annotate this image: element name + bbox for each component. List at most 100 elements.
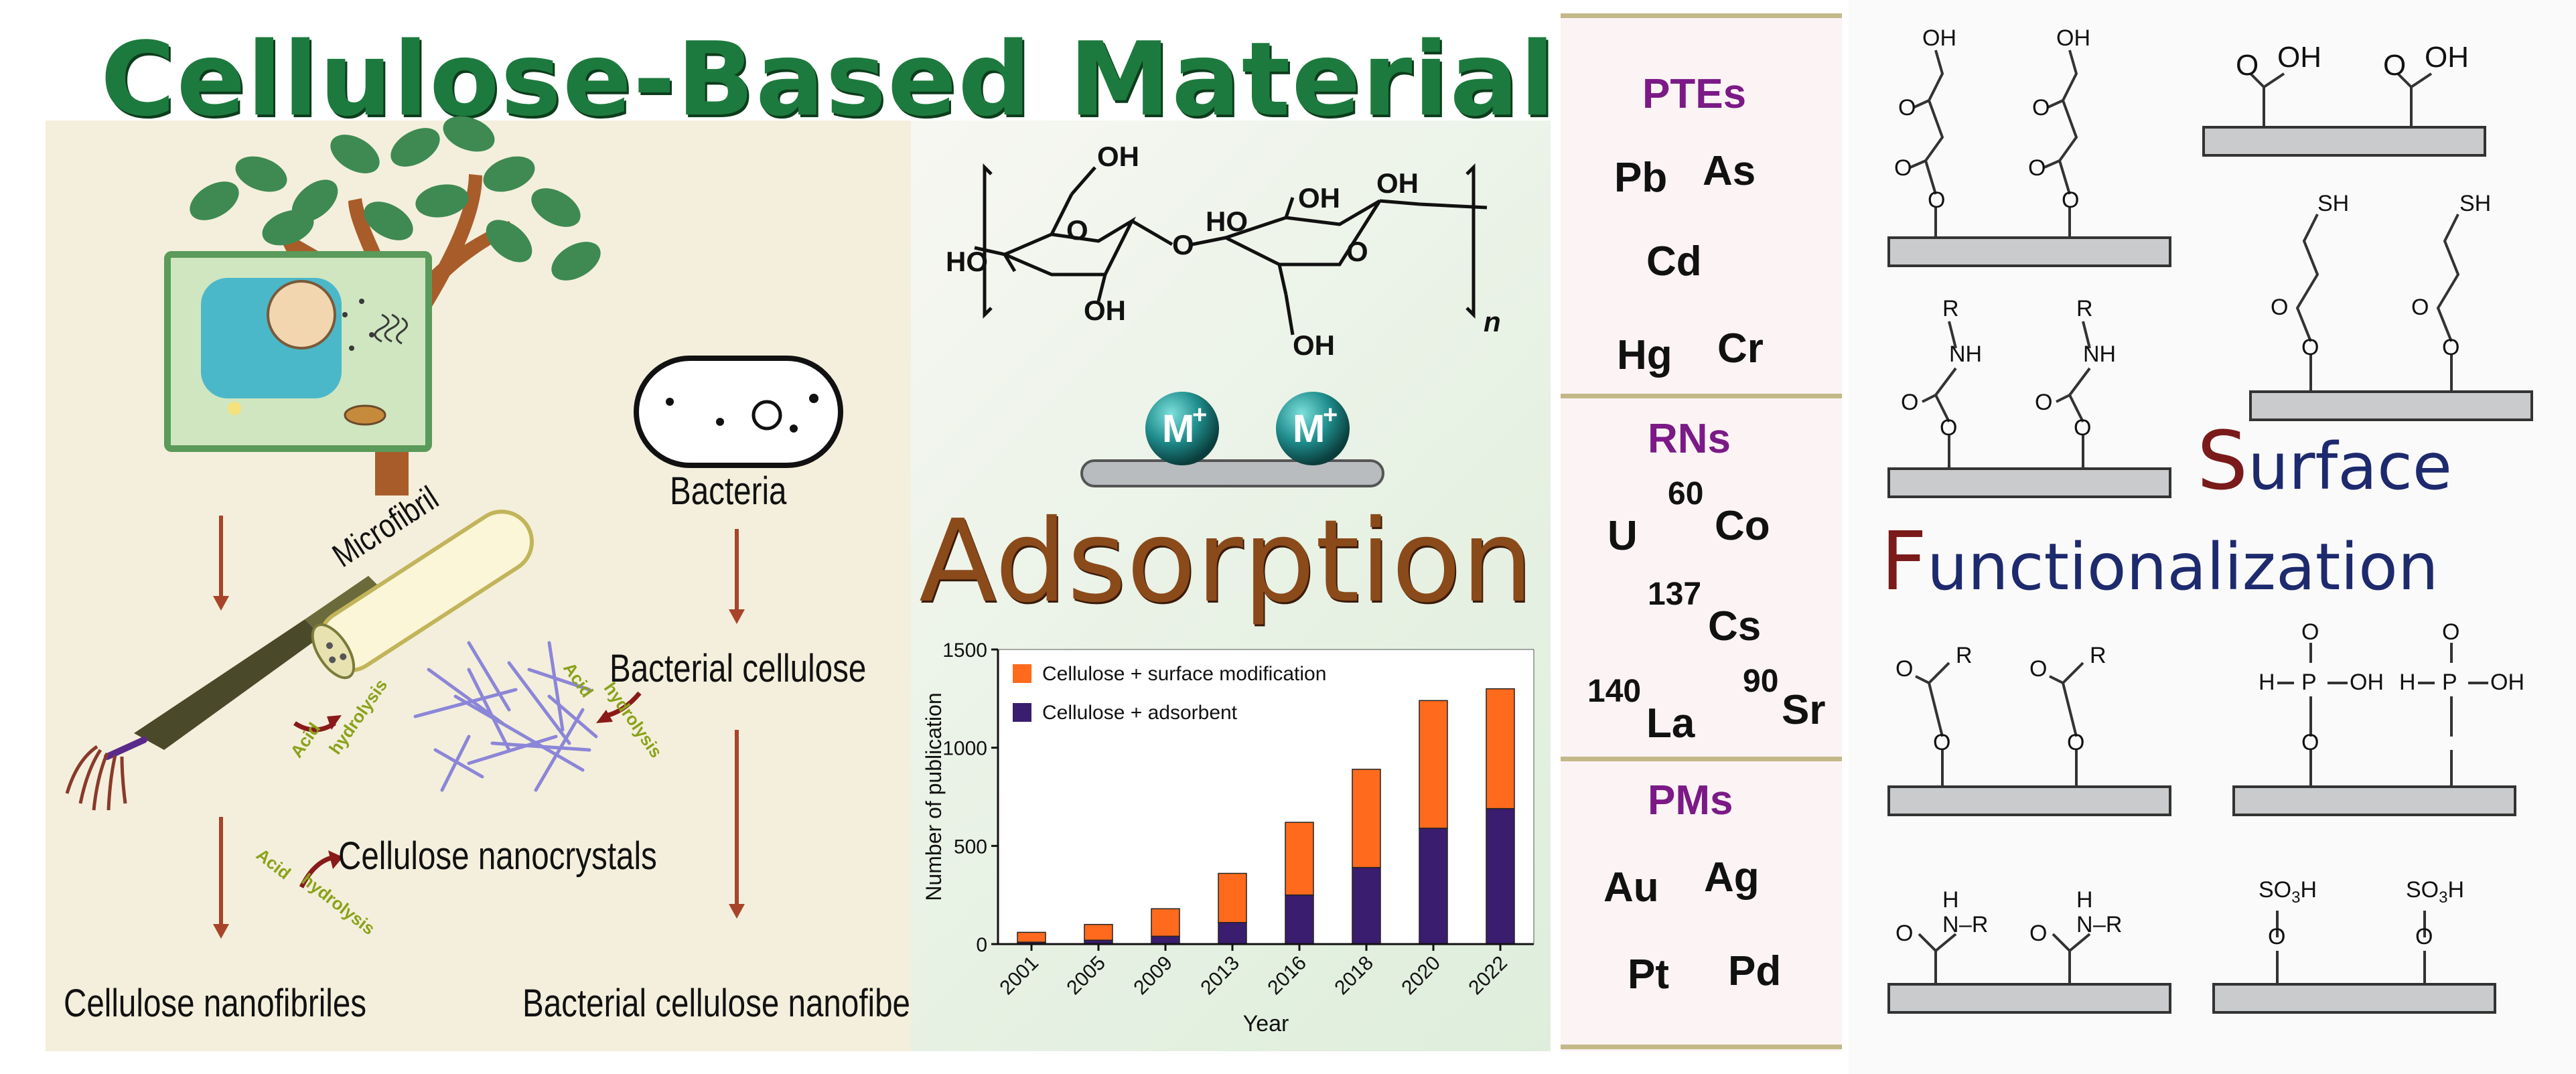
x-tick-label: 2001 — [995, 952, 1043, 1000]
plant-cell-illustration — [164, 251, 432, 452]
bar-adsorbent — [1151, 935, 1180, 945]
legend-label: Cellulose + surface modification — [1042, 663, 1326, 685]
flow-arrows — [213, 516, 745, 939]
isotope-mass-cs: 137 — [1648, 577, 1702, 612]
illustration — [65, 116, 843, 939]
legend-label: Cellulose + adsorbent — [1042, 702, 1238, 724]
atom-label: O — [2442, 335, 2459, 360]
x-tick-label: 2009 — [1129, 952, 1177, 1000]
atom-label: N — [2076, 912, 2093, 937]
element-pt: Pt — [1628, 951, 1669, 998]
x-tick-label: 2016 — [1263, 952, 1311, 1000]
atom-label: SH — [2317, 191, 2349, 216]
atom-label: SO3H — [2259, 877, 2317, 907]
element-ag: Ag — [1704, 854, 1760, 901]
repeat-unit-n: n — [1484, 306, 1501, 337]
cellulose-nanofibriles-label: Cellulose nanofibriles — [64, 982, 367, 1025]
structure-atom-label: HO — [1206, 206, 1248, 237]
bar-adsorbent — [1419, 828, 1448, 945]
chart-y-axis-label: Number of publication — [922, 692, 946, 901]
atom-label: H — [2076, 887, 2093, 913]
atom-label: O — [1895, 656, 1913, 682]
atom-label: O — [2074, 415, 2091, 441]
bacteria-label: Bacteria — [670, 469, 787, 513]
element-cd: Cd — [1646, 238, 1702, 285]
atom-label: O — [2271, 295, 2288, 320]
bacterium-illustration — [634, 356, 843, 468]
bar-surface-modification — [1017, 931, 1046, 943]
isotope-mass-la: 140 — [1587, 674, 1642, 709]
surface-functionalization-panel: OH O O O OH O O O O OH O OH SH SH O O O … — [1849, 0, 2576, 1074]
pm-heading: PMs — [1648, 777, 1733, 824]
element-cs: Cs — [1708, 603, 1762, 649]
bar-surface-modification — [1486, 688, 1515, 810]
atom-label: NH — [1949, 341, 1982, 367]
atom-label: NH — [2083, 341, 2116, 367]
atom-label: H — [2259, 670, 2275, 695]
structure-atom-label: OH — [1097, 141, 1139, 172]
atom-label: O — [2062, 187, 2079, 213]
y-tick-label: 0 — [976, 934, 987, 956]
atom-label: O — [1928, 187, 1945, 213]
chart-plot-area — [998, 649, 1534, 944]
atom-label: O — [2035, 390, 2052, 415]
atom-label: O — [2411, 295, 2429, 320]
atom-label: OH — [2056, 25, 2090, 51]
divider — [1561, 13, 1842, 18]
structure-atom-label: OH — [1084, 295, 1126, 326]
bar-surface-modification — [1084, 923, 1113, 941]
atom-label: O — [1894, 155, 1912, 181]
structure-atom-label: OH — [1376, 167, 1419, 199]
legend-swatch — [1013, 703, 1031, 722]
structure-atom-label: O — [1172, 229, 1194, 260]
structure-atom-label: O — [1346, 236, 1368, 267]
atom-label: R — [1956, 643, 1973, 668]
divider — [1561, 757, 1842, 761]
atom-label: H — [2399, 670, 2416, 695]
bacterial-cellulose-nanofibers-label: Bacterial cellulose nanofibers — [522, 982, 937, 1025]
cellulose-structure: OH HO OH O O OH HO OH O OH n — [946, 141, 1501, 361]
atom-label: O — [2301, 730, 2319, 755]
atom-label: OH — [2350, 670, 2384, 695]
bar-adsorbent — [1285, 894, 1314, 945]
atom-label: R — [2090, 643, 2106, 668]
chart-x-axis-label: Year — [1243, 1011, 1289, 1037]
metal-ion-label: M — [1293, 407, 1325, 451]
structure-atom-label: OH — [1298, 182, 1340, 214]
element-la: La — [1646, 700, 1695, 747]
atom-label: O — [2236, 49, 2259, 82]
x-tick-label: 2018 — [1330, 952, 1378, 1000]
element-pd: Pd — [1728, 948, 1782, 994]
metal-ion-charge: + — [1323, 401, 1338, 429]
element-sr: Sr — [1782, 687, 1826, 733]
publication-chart: Number of publication Year 0 500 1000 1500 2… — [922, 639, 1534, 1037]
atom-label: O — [2067, 730, 2084, 755]
atom-label: SO3H — [2406, 877, 2464, 907]
element-u: U — [1607, 513, 1638, 559]
page-title: Cellulose-Based Materials — [100, 20, 1618, 139]
nanocrystal-needles — [413, 641, 598, 792]
pollutant-panel: PTEs Pb As Cd Hg Cr RNs U 60 Co 137 Cs 1… — [1561, 13, 1842, 1051]
atom-label: O — [1933, 730, 1950, 755]
structure-atom-label: HO — [946, 246, 988, 277]
atom-label: O — [2415, 924, 2433, 949]
atom-label: O — [2301, 619, 2319, 645]
structure-atom-label: O — [1066, 214, 1088, 246]
x-tick-label: 2013 — [1196, 952, 1244, 1000]
x-tick-label: 2005 — [1062, 952, 1110, 1000]
rn-heading: RNs — [1648, 416, 1731, 462]
atom-label: O — [2442, 619, 2459, 645]
bacterial-cellulose-label: Bacterial cellulose — [610, 647, 867, 690]
structure-atom-label: OH — [1293, 329, 1335, 361]
functional-groups-diagram: OH O O O OH O O O O OH O OH SH SH O O O … — [1887, 25, 2533, 1014]
element-pb: Pb — [1614, 155, 1668, 201]
adsorption-heading: Adsorption — [919, 495, 1534, 628]
atom-label: OH — [2277, 41, 2321, 74]
atom-label: –R — [1959, 912, 1988, 937]
atom-label: O — [2032, 95, 2050, 121]
surface-heading: Surface — [2197, 415, 2452, 508]
atom-label: –R — [2093, 912, 2122, 937]
surface-initial: S — [2197, 415, 2248, 508]
bar-surface-modification — [1352, 769, 1381, 868]
functionalization-rest: unctionalization — [1927, 530, 2439, 605]
